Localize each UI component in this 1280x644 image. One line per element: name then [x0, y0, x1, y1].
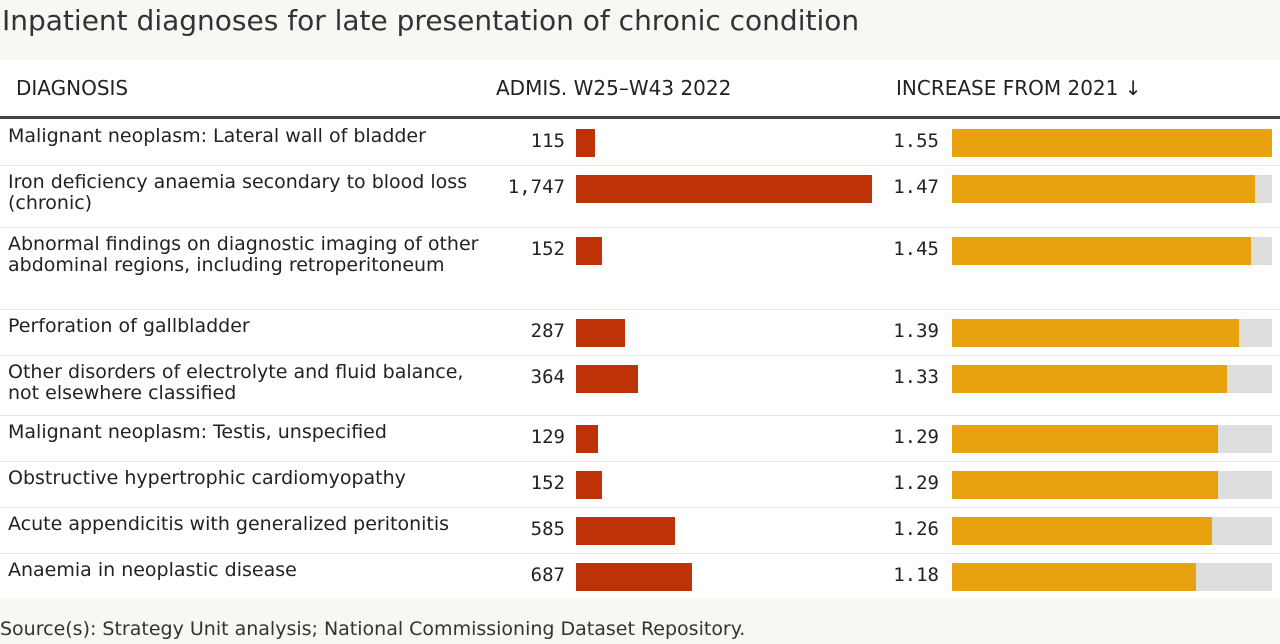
source-note: Source(s): Strategy Unit analysis; Natio… — [0, 618, 746, 640]
row-divider — [0, 553, 1280, 554]
row-divider — [0, 461, 1280, 462]
row-divider — [0, 415, 1280, 416]
table-row: Malignant neoplasm: Lateral wall of blad… — [0, 120, 1280, 166]
increase-value: 1.26 — [893, 518, 939, 540]
admissions-value: 1,747 — [507, 176, 565, 198]
admissions-bar — [576, 129, 595, 157]
admissions-bar — [576, 517, 675, 545]
increase-value: 1.29 — [893, 426, 939, 448]
admissions-bar — [576, 175, 872, 203]
row-divider — [0, 507, 1280, 508]
increase-value: 1.29 — [893, 472, 939, 494]
admissions-value: 115 — [530, 130, 565, 152]
admissions-value: 152 — [530, 472, 565, 494]
increase-bar — [952, 471, 1218, 499]
increase-value: 1.45 — [893, 238, 939, 260]
increase-value: 1.39 — [893, 320, 939, 342]
increase-bar — [952, 319, 1239, 347]
admissions-value: 687 — [530, 564, 565, 586]
row-divider — [0, 309, 1280, 310]
diagnosis-table: DIAGNOSIS ADMIS. W25–W43 2022 INCREASE F… — [0, 60, 1280, 598]
increase-value: 1.18 — [893, 564, 939, 586]
increase-bar — [952, 237, 1251, 265]
increase-bar — [952, 563, 1196, 591]
table-row: Other disorders of electrolyte and fluid… — [0, 356, 1280, 416]
admissions-bar — [576, 425, 598, 453]
diagnosis-label: Malignant neoplasm: Lateral wall of blad… — [8, 125, 426, 147]
admissions-value: 129 — [530, 426, 565, 448]
row-divider — [0, 165, 1280, 166]
table-row: Iron deficiency anaemia secondary to blo… — [0, 166, 1280, 228]
diagnosis-label: Acute appendicitis with generalized peri… — [8, 513, 450, 535]
admissions-value: 152 — [530, 238, 565, 260]
increase-value: 1.33 — [893, 366, 939, 388]
increase-bar — [952, 175, 1255, 203]
increase-value: 1.47 — [893, 176, 939, 198]
admissions-bar — [576, 563, 692, 591]
column-header-admissions[interactable]: ADMIS. W25–W43 2022 — [496, 76, 732, 100]
row-divider — [0, 227, 1280, 228]
increase-bar — [952, 425, 1218, 453]
diagnosis-label: Malignant neoplasm: Testis, unspecified — [8, 421, 387, 443]
column-header-increase[interactable]: INCREASE FROM 2021 ↓ — [896, 76, 1142, 100]
table-row: Abnormal findings on diagnostic imaging … — [0, 228, 1280, 310]
admissions-bar — [576, 237, 602, 265]
diagnosis-label: Anaemia in neoplastic disease — [8, 559, 297, 581]
column-header-diagnosis[interactable]: DIAGNOSIS — [16, 76, 129, 100]
header-divider — [0, 116, 1280, 119]
table-row: Malignant neoplasm: Testis, unspecified 1… — [0, 416, 1280, 462]
increase-bar — [952, 365, 1227, 393]
admissions-bar — [576, 365, 638, 393]
admissions-bar — [576, 471, 602, 499]
diagnosis-label: Other disorders of electrolyte and fluid… — [8, 361, 464, 404]
admissions-value: 287 — [530, 320, 565, 342]
diagnosis-label: Abnormal findings on diagnostic imaging … — [8, 233, 479, 276]
admissions-value: 364 — [530, 366, 565, 388]
table-row: Acute appendicitis with generalized peri… — [0, 508, 1280, 554]
table-row: Anaemia in neoplastic disease 687 1.18 — [0, 554, 1280, 600]
table-row: Perforation of gallbladder 287 1.39 — [0, 310, 1280, 356]
diagnosis-label: Obstructive hypertrophic cardiomyopathy — [8, 467, 406, 489]
chart-title: Inpatient diagnoses for late presentatio… — [2, 4, 860, 37]
increase-bar — [952, 129, 1272, 157]
table-row: Obstructive hypertrophic cardiomyopathy 1… — [0, 462, 1280, 508]
increase-value: 1.55 — [893, 130, 939, 152]
admissions-bar — [576, 319, 625, 347]
diagnosis-label: Perforation of gallbladder — [8, 315, 250, 337]
diagnosis-label: Iron deficiency anaemia secondary to blo… — [8, 171, 468, 214]
admissions-value: 585 — [530, 518, 565, 540]
row-divider — [0, 355, 1280, 356]
increase-bar — [952, 517, 1212, 545]
